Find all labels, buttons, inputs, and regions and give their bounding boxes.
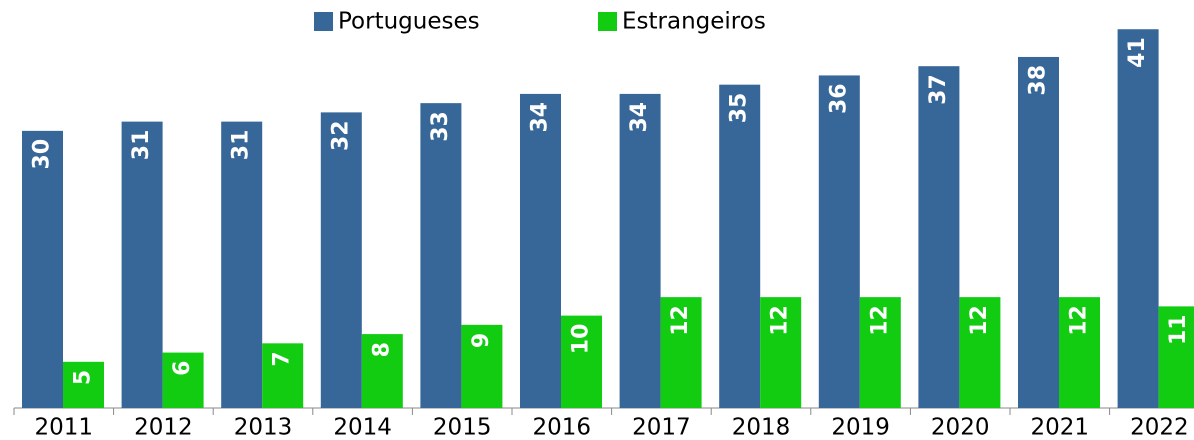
x-tick-label: 2013 [234,415,293,440]
bar [461,324,503,408]
x-tick-label: 2016 [533,415,592,440]
legend-swatch [598,12,617,31]
bar [619,93,661,409]
bar [818,75,860,408]
data-label: 34 [528,102,553,133]
bar [262,343,304,408]
data-label: 35 [727,93,752,124]
bar [221,121,263,408]
data-label: 32 [328,120,353,151]
bar [361,334,403,408]
bar [561,315,602,408]
data-label: 5 [71,370,96,385]
bar [121,121,163,408]
data-label: 36 [826,83,851,114]
data-label: 9 [469,333,494,348]
bar [719,84,761,409]
x-tick-label: 2018 [732,415,791,440]
data-label: 8 [369,342,394,357]
x-tick-label: 2019 [831,415,890,440]
data-label: 12 [768,305,793,336]
data-label: 12 [967,305,992,336]
data-label: 37 [926,74,951,105]
data-label: 7 [270,351,295,366]
x-tick-label: 2021 [1031,415,1090,440]
x-tick-label: 2012 [134,415,193,440]
bar [520,93,561,409]
data-label: 41 [1125,37,1150,68]
data-label: 33 [428,111,453,142]
bar [918,66,960,408]
bar [320,112,362,408]
bar [1158,306,1194,408]
data-label: 31 [129,130,154,161]
data-label: 31 [229,130,254,161]
x-tick-label: 2014 [333,415,392,440]
bar [760,297,802,408]
bar [959,297,1001,408]
data-label: 12 [668,305,693,336]
bar [63,361,104,408]
bar [1059,297,1100,408]
x-tick-label: 2022 [1130,415,1189,440]
x-tick-label: 2017 [632,415,691,440]
legend-label: Portugueses [338,9,480,35]
data-label: 11 [1166,314,1191,345]
bar [859,297,901,408]
x-tick-label: 2020 [931,415,990,440]
data-label: 12 [867,305,892,336]
data-label: 12 [1067,305,1092,336]
data-label: 30 [30,139,55,170]
data-label: 38 [1026,65,1051,96]
bar [1117,29,1159,408]
legend-label: Estrangeiros [622,9,766,35]
bar [162,352,204,408]
bar [660,297,702,408]
bar [22,130,63,408]
x-tick-label: 2015 [433,415,492,440]
data-label: 34 [627,102,652,133]
data-label: 10 [569,324,594,355]
bar [420,103,462,409]
x-tick-label: 2011 [35,415,94,440]
legend-swatch [314,12,333,31]
bar [1018,56,1059,408]
data-label: 6 [170,361,195,376]
